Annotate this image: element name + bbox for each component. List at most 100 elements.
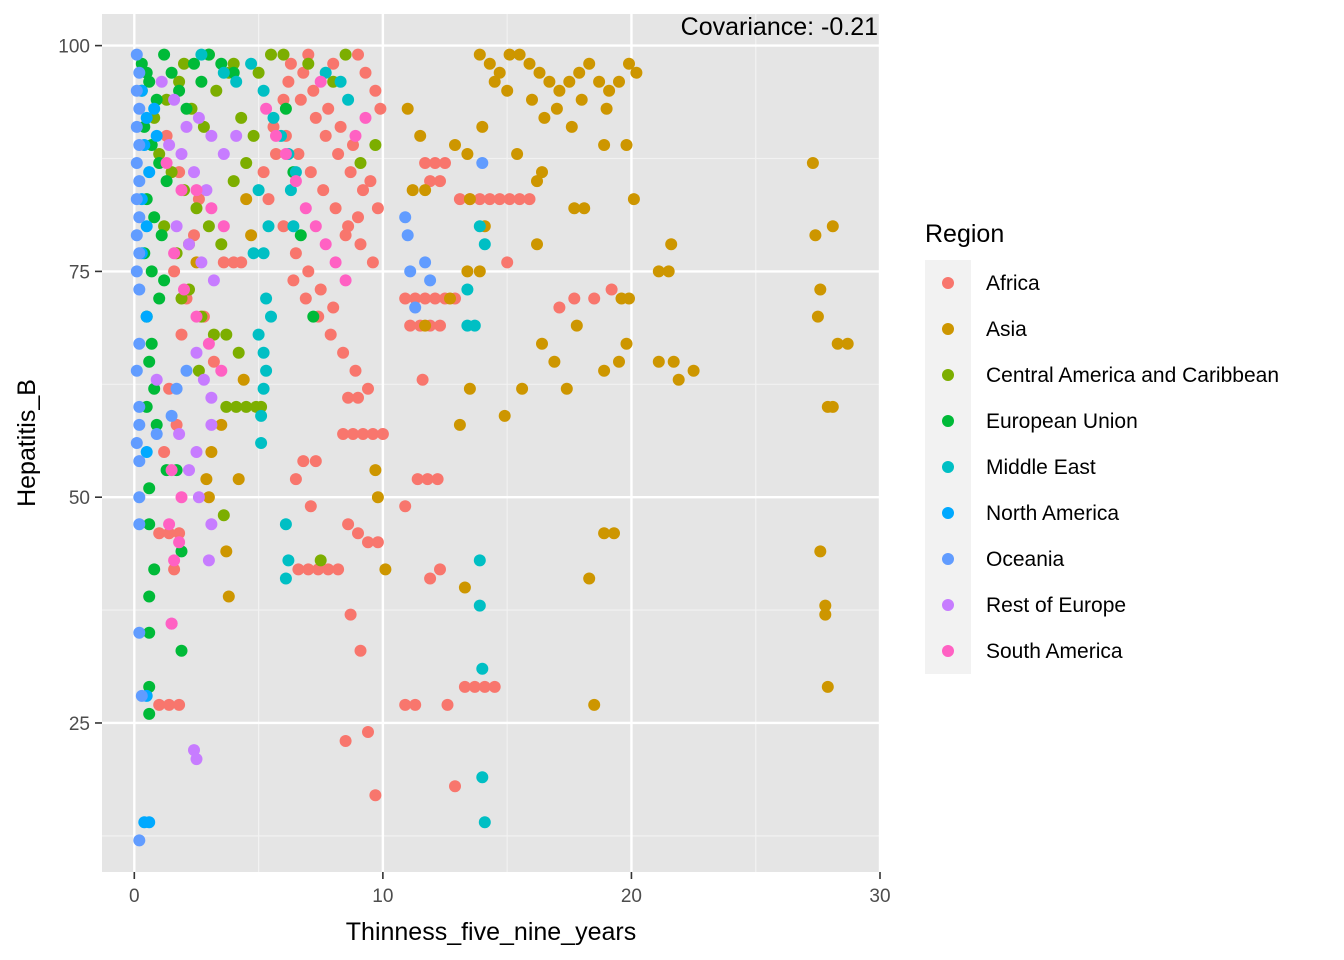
data-point [140, 111, 153, 124]
data-point [362, 726, 374, 738]
data-point [826, 220, 839, 233]
data-point [588, 698, 601, 711]
data-point [344, 608, 357, 621]
panel-background [102, 14, 880, 872]
legend-key [942, 507, 954, 519]
data-point [289, 166, 302, 179]
data-point [531, 175, 543, 188]
data-point [550, 102, 563, 115]
data-point [145, 337, 158, 350]
data-point [197, 373, 210, 386]
data-point [453, 193, 466, 206]
data-point [553, 84, 566, 97]
data-point [260, 102, 273, 115]
axes: 0 10 20 30 25 50 75 100 [58, 37, 890, 907]
data-point [217, 148, 230, 160]
data-point [598, 527, 611, 540]
data-point [205, 129, 218, 142]
data-point [548, 355, 561, 368]
data-point [354, 644, 367, 657]
data-point [192, 193, 205, 206]
data-point [478, 816, 491, 829]
data-point [175, 545, 188, 558]
data-point [458, 680, 471, 693]
legend-key [942, 369, 954, 381]
data-point [322, 102, 335, 115]
data-point [130, 84, 143, 97]
data-point [143, 590, 156, 603]
data-point [294, 229, 307, 242]
data-point [302, 48, 315, 61]
data-point [687, 364, 700, 377]
data-point [352, 527, 364, 540]
data-point [150, 93, 163, 106]
data-point [153, 292, 166, 305]
data-point [202, 554, 215, 567]
data-point [230, 400, 243, 413]
data-point [220, 328, 233, 341]
data-point [476, 157, 489, 169]
data-point [173, 75, 186, 88]
data-point [133, 102, 146, 115]
data-point [287, 220, 300, 233]
data-point [476, 662, 489, 675]
data-point [289, 473, 302, 486]
data-point [205, 391, 218, 404]
data-point [175, 148, 188, 160]
data-point [662, 265, 675, 278]
data-point [130, 193, 143, 206]
legend-label: Middle East [986, 456, 1096, 479]
series-european-union [135, 48, 320, 720]
data-point [155, 75, 168, 88]
data-point [404, 319, 417, 332]
data-point [297, 455, 310, 468]
data-point [570, 319, 583, 332]
data-point [364, 175, 377, 188]
data-point [173, 698, 186, 711]
data-point [247, 247, 260, 260]
data-point [175, 491, 188, 504]
data-point [257, 346, 270, 359]
data-point [277, 220, 290, 233]
data-point [399, 500, 412, 513]
data-point [133, 418, 146, 431]
data-point [429, 157, 442, 169]
gridlines [102, 14, 882, 872]
data-point [277, 48, 290, 61]
data-point [257, 247, 270, 260]
data-point [279, 148, 292, 160]
data-point [195, 256, 208, 269]
data-point [578, 202, 591, 215]
data-point [148, 102, 161, 115]
legend-label: Central America and Caribbean [986, 364, 1279, 387]
legend-label: Oceania [986, 548, 1065, 571]
data-point [130, 364, 143, 377]
data-point [463, 382, 476, 395]
data-point [623, 292, 635, 305]
data-point [155, 229, 168, 242]
data-point [190, 310, 203, 323]
data-point [143, 75, 156, 88]
data-point [200, 184, 213, 197]
data-point [257, 382, 270, 395]
data-point [439, 157, 451, 169]
data-point [292, 563, 305, 576]
data-point [309, 111, 322, 124]
data-point [329, 202, 342, 215]
data-point [299, 292, 312, 305]
data-point [444, 292, 456, 305]
data-point [314, 283, 327, 296]
data-point [130, 437, 143, 449]
data-point [352, 211, 364, 224]
legend-key [942, 277, 954, 289]
data-point [553, 301, 566, 314]
data-point [513, 48, 526, 61]
data-point [197, 120, 210, 133]
data-point [623, 57, 635, 70]
data-point [414, 129, 427, 142]
data-point [376, 428, 389, 440]
data-point [652, 265, 665, 278]
data-point [476, 771, 489, 784]
data-point [324, 328, 337, 341]
data-point [449, 780, 461, 793]
